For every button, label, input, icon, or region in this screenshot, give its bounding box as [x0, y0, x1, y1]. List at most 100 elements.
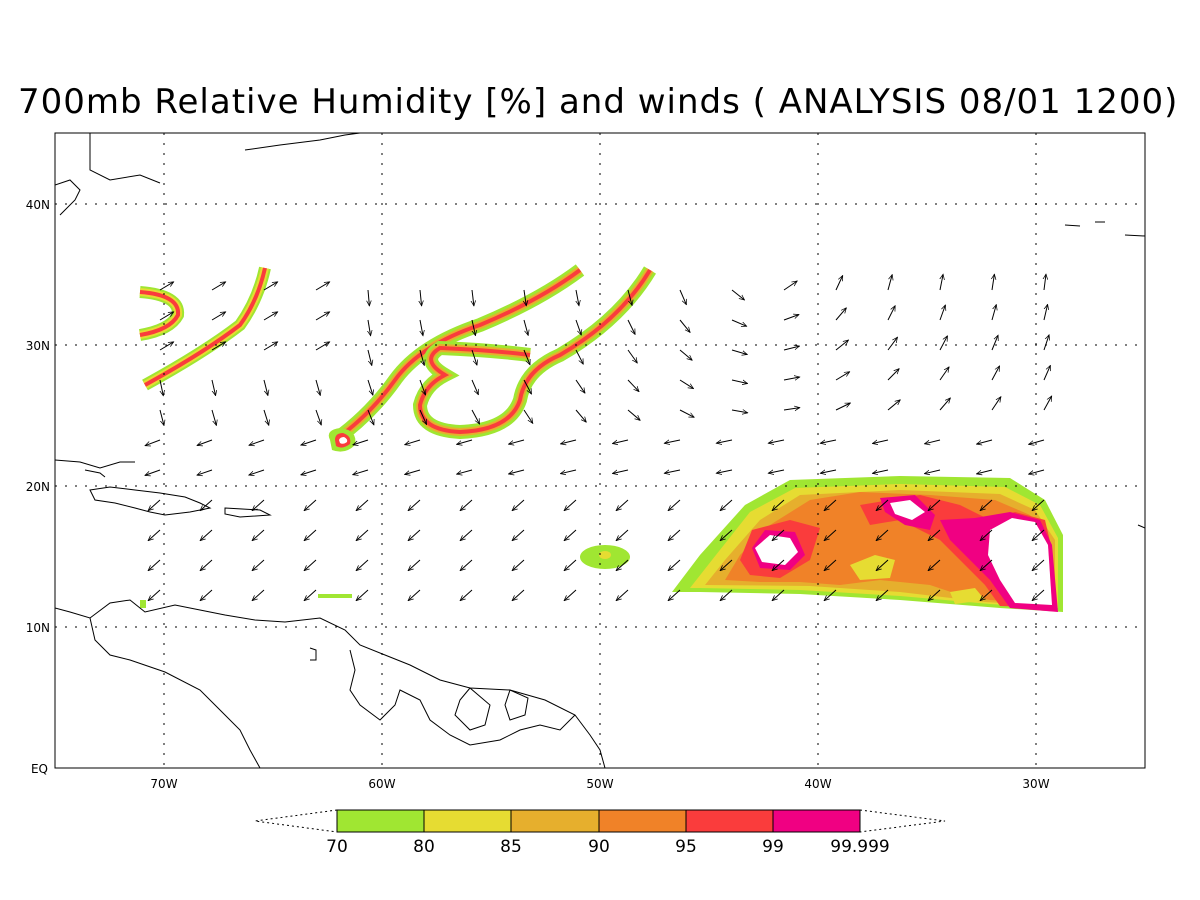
wind-arrow-icon [356, 500, 368, 511]
lat-label-eq: EQ [31, 762, 48, 776]
wind-arrow-icon [784, 408, 800, 410]
color-bar-label-70: 70 [326, 837, 348, 857]
wind-arrow-icon [680, 350, 692, 360]
wind-arrow-icon [820, 470, 836, 473]
wind-arrow-icon [200, 560, 212, 571]
wind-arrow-icon [576, 320, 581, 335]
wind-arrow-icon [524, 410, 533, 423]
lat-label-10n: 10N [26, 621, 50, 635]
wind-arrow-icon [716, 440, 732, 443]
wind-arrow-icon [992, 397, 1001, 410]
wind-arrow-icon [353, 470, 368, 475]
wind-arrow-icon [148, 530, 160, 541]
wind-arrow-icon [405, 440, 420, 445]
wind-arrow-icon [160, 342, 174, 350]
wind-arrow-icon [472, 290, 474, 306]
color-bar-label-99: 99 [762, 837, 784, 857]
wind-arrow-icon [304, 500, 316, 511]
wind-arrow-icon [940, 367, 949, 380]
wind-arrow-icon [680, 410, 694, 417]
wind-arrow-icon [512, 500, 524, 511]
color-bar: 70 80 85 90 95 99 99.999 [255, 810, 945, 857]
wind-arrow-icon [564, 590, 576, 601]
wind-arrow-icon [460, 500, 472, 511]
wind-arrow-icon [212, 312, 226, 320]
wind-arrow-icon [576, 380, 585, 393]
wind-arrow-icon [888, 369, 899, 380]
wind-arrow-icon [732, 380, 748, 384]
wind-arrow-icon [249, 470, 264, 475]
wind-arrow-icon [924, 470, 940, 474]
wind-arrow-icon [888, 306, 895, 320]
wind-arrow-icon [616, 500, 628, 511]
wind-arrow-icon [576, 290, 579, 306]
wind-arrow-icon [368, 380, 373, 395]
wind-arrow-icon [836, 403, 850, 410]
wind-arrow-icon [680, 290, 686, 305]
wind-arrow-icon [616, 530, 628, 541]
wind-arrow-icon [716, 470, 732, 473]
color-bar-swatch-6 [773, 810, 860, 832]
color-bar-swatch-2 [424, 810, 511, 832]
wind-arrow-icon [888, 400, 900, 410]
wind-arrow-icon [212, 282, 226, 290]
wind-arrow-icon [561, 440, 577, 444]
wind-arrow-icon [940, 274, 943, 290]
wind-arrow-icon [316, 380, 320, 395]
wind-arrow-icon [768, 440, 784, 443]
wind-arrow-icon [940, 305, 945, 320]
wind-arrow-icon [1044, 304, 1048, 320]
wind-arrow-icon [628, 380, 639, 392]
wind-arrow-icon [368, 350, 372, 366]
wind-arrow-icon [264, 342, 278, 350]
wind-arrow-icon [301, 440, 316, 445]
wind-arrow-icon [368, 290, 369, 306]
wind-arrow-icon [668, 560, 680, 571]
wind-arrow-icon [212, 410, 216, 425]
lat-label-40n: 40N [26, 198, 50, 212]
wind-arrow-icon [940, 398, 950, 410]
wind-arrow-icon [612, 440, 628, 444]
wind-arrow-icon [1044, 365, 1050, 380]
wind-arrow-icon [472, 380, 478, 395]
wind-arrow-icon [316, 342, 330, 350]
color-bar-right-arrow [860, 810, 945, 832]
wind-arrow-icon [784, 315, 799, 321]
wind-arrow-icon [197, 470, 212, 475]
wind-arrow-icon [249, 440, 264, 445]
wind-arrow-icon [148, 590, 160, 601]
wind-arrow-icon [992, 366, 1000, 380]
wind-arrow-icon [408, 530, 420, 541]
color-bar-swatch-3 [511, 810, 599, 832]
wind-arrow-icon [304, 590, 316, 601]
wind-arrow-icon [992, 305, 996, 320]
wind-arrow-icon [564, 530, 576, 541]
wind-arrow-icon [197, 440, 212, 446]
wind-arrow-icon [616, 590, 628, 601]
color-bar-label-90: 90 [588, 837, 610, 857]
wind-arrow-icon [784, 346, 800, 350]
color-bar-label-99-999: 99.999 [830, 837, 889, 857]
wind-arrow-icon [148, 560, 160, 571]
color-bar-label-80: 80 [413, 837, 435, 857]
wind-arrow-icon [925, 440, 941, 444]
lon-label-60w: 60W [368, 777, 395, 791]
wind-arrow-icon [460, 560, 472, 571]
wind-arrow-icon [304, 560, 316, 571]
wind-arrow-icon [524, 320, 528, 335]
wind-arrow-icon [200, 530, 212, 541]
wind-arrow-icon [1044, 274, 1046, 290]
wind-arrow-icon [301, 470, 316, 475]
wind-arrow-icon [512, 590, 524, 601]
wind-arrow-icon [472, 410, 480, 424]
wind-arrow-icon [940, 336, 948, 350]
wind-arrow-icon [836, 308, 846, 320]
wind-arrow-icon [145, 470, 160, 475]
wind-arrow-icon [612, 470, 628, 474]
wind-arrow-icon [316, 312, 330, 320]
wind-arrow-icon [264, 380, 268, 396]
lon-label-30w: 30W [1022, 777, 1049, 791]
wind-arrow-icon [576, 350, 583, 364]
wind-arrow-icon [732, 350, 747, 355]
